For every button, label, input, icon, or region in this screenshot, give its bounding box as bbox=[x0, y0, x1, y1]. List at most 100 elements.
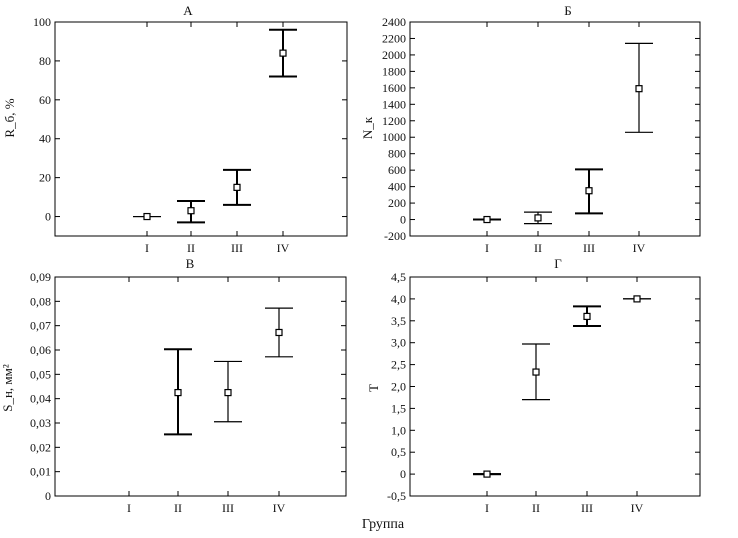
y-tick-label: 0,01 bbox=[30, 465, 51, 479]
x-axis-label: Группа bbox=[362, 517, 405, 532]
y-tick-label: 4,5 bbox=[391, 270, 406, 284]
panel-a-marks bbox=[133, 28, 297, 224]
panel-c-marks bbox=[164, 307, 293, 436]
y-tick-label: 3,0 bbox=[391, 336, 406, 350]
panel-b: Б -200 0 200 400 600 800 1000 1200 1400 1600 1800 2… bbox=[360, 3, 701, 255]
x-tick-label: III bbox=[231, 241, 243, 255]
panel-c-plot-frame bbox=[54, 276, 347, 497]
x-tick-label: II bbox=[187, 241, 195, 255]
y-tick-label: 1,0 bbox=[391, 423, 406, 437]
y-tick-label: -0,5 bbox=[387, 489, 406, 503]
x-tick-label: I bbox=[127, 501, 131, 515]
panel-c-y-ticks: 0 0,01 0,02 0,03 0,04 0,05 0,06 0,07 0,08 0,09 bbox=[30, 270, 346, 503]
panel-d-title: Г bbox=[554, 256, 562, 271]
mean-marker bbox=[483, 470, 491, 478]
x-tick-label: II bbox=[532, 501, 540, 515]
mean-marker bbox=[633, 295, 641, 303]
y-tick-label: 400 bbox=[388, 180, 406, 194]
y-tick-label: 0,09 bbox=[30, 270, 51, 284]
x-tick-label: I bbox=[485, 501, 489, 515]
y-tick-label: 0,06 bbox=[30, 343, 51, 357]
panel-d-marks bbox=[473, 295, 651, 478]
x-tick-label: IV bbox=[633, 241, 646, 255]
x-tick-label: II bbox=[534, 241, 542, 255]
mean-marker bbox=[585, 187, 593, 195]
panel-c-title: В bbox=[186, 256, 195, 271]
y-tick-label: 0,5 bbox=[391, 445, 406, 459]
mean-marker bbox=[279, 49, 287, 57]
panel-a-title: А bbox=[183, 3, 193, 18]
x-tick-label: I bbox=[145, 241, 149, 255]
y-tick-label: 3,5 bbox=[391, 314, 406, 328]
mean-marker bbox=[174, 388, 182, 397]
y-tick-label: 0,08 bbox=[30, 294, 51, 308]
y-tick-label: 0 bbox=[400, 213, 406, 227]
x-tick-label: III bbox=[583, 241, 595, 255]
y-tick-label: 40 bbox=[39, 132, 51, 146]
y-tick-label: 60 bbox=[39, 93, 51, 107]
x-tick-label: IV bbox=[631, 501, 644, 515]
panel-b-y-ticks: -200 0 200 400 600 800 1000 1200 1400 1600 1800 200… bbox=[382, 15, 700, 243]
mean-marker bbox=[635, 85, 643, 93]
y-tick-label: 0,04 bbox=[30, 392, 51, 406]
panel-d-x-ticks: I II III IV bbox=[485, 277, 644, 515]
mean-marker bbox=[534, 214, 542, 222]
panel-b-plot-frame bbox=[409, 21, 701, 237]
panel-a-plot-frame bbox=[54, 21, 348, 237]
y-tick-label: 1600 bbox=[382, 81, 406, 95]
panel-d-plot-frame bbox=[409, 276, 701, 497]
panel-a-y-axis-label: R_б, % bbox=[2, 98, 17, 137]
y-tick-label: -200 bbox=[384, 229, 406, 243]
panel-b-x-ticks: I II III IV bbox=[485, 22, 646, 255]
mean-marker bbox=[483, 215, 491, 224]
x-tick-label: III bbox=[222, 501, 234, 515]
panel-d-y-axis-label: Т bbox=[366, 384, 381, 392]
y-tick-label: 800 bbox=[388, 147, 406, 161]
panel-a-y-ticks: 0 20 40 60 80 100 bbox=[33, 15, 347, 224]
y-tick-label: 200 bbox=[388, 196, 406, 210]
y-tick-label: 2200 bbox=[382, 31, 406, 45]
panel-c-y-axis-label: S_н, мм² bbox=[0, 364, 15, 412]
y-tick-label: 2,0 bbox=[391, 380, 406, 394]
y-tick-label: 1200 bbox=[382, 114, 406, 128]
x-tick-label: I bbox=[485, 241, 489, 255]
panel-b-title: Б bbox=[564, 3, 571, 18]
y-tick-label: 4,0 bbox=[391, 292, 406, 306]
panel-d: Г -0,500,51,01,52,02,53,03,54,04,5 I II II… bbox=[366, 256, 701, 515]
y-tick-label: 2400 bbox=[382, 15, 406, 29]
y-tick-label: 0,05 bbox=[30, 367, 51, 381]
mean-marker bbox=[233, 183, 241, 191]
x-tick-label: IV bbox=[277, 241, 290, 255]
y-tick-label: 600 bbox=[388, 163, 406, 177]
mean-marker bbox=[583, 312, 591, 321]
x-tick-label: IV bbox=[273, 501, 286, 515]
mean-marker bbox=[532, 368, 540, 376]
y-tick-label: 100 bbox=[33, 15, 51, 29]
mean-marker bbox=[187, 207, 195, 215]
panel-c: В 00,010,020,030,040,050,060,070,080,09 … bbox=[0, 256, 347, 515]
panel-a-x-ticks: I II III IV bbox=[145, 22, 290, 255]
y-tick-label: 1000 bbox=[382, 130, 406, 144]
x-tick-label: II bbox=[174, 501, 182, 515]
mean-marker bbox=[224, 388, 232, 397]
y-tick-label: 0 bbox=[400, 467, 406, 481]
y-tick-label: 0 bbox=[45, 489, 51, 503]
y-tick-label: 1800 bbox=[382, 64, 406, 78]
y-tick-label: 0,07 bbox=[30, 319, 51, 333]
panel-b-marks bbox=[473, 42, 653, 225]
panel-d-y-ticks: -0,5 0 0,5 1,0 1,5 2,0 2,5 3,0 3,5 4,0 4,5 bbox=[387, 270, 700, 503]
mean-marker bbox=[143, 212, 151, 221]
panel-b-y-axis-label: N_к bbox=[360, 116, 375, 139]
y-tick-label: 20 bbox=[39, 171, 51, 185]
y-tick-label: 1400 bbox=[382, 97, 406, 111]
y-tick-label: 0,03 bbox=[30, 416, 51, 430]
y-tick-label: 1,5 bbox=[391, 401, 406, 415]
x-tick-label: III bbox=[581, 501, 593, 515]
y-tick-label: 0,02 bbox=[30, 440, 51, 454]
mean-marker bbox=[275, 328, 283, 337]
panel-c-x-ticks: I II III IV bbox=[127, 277, 286, 515]
y-tick-label: 0 bbox=[45, 210, 51, 224]
y-tick-label: 80 bbox=[39, 54, 51, 68]
